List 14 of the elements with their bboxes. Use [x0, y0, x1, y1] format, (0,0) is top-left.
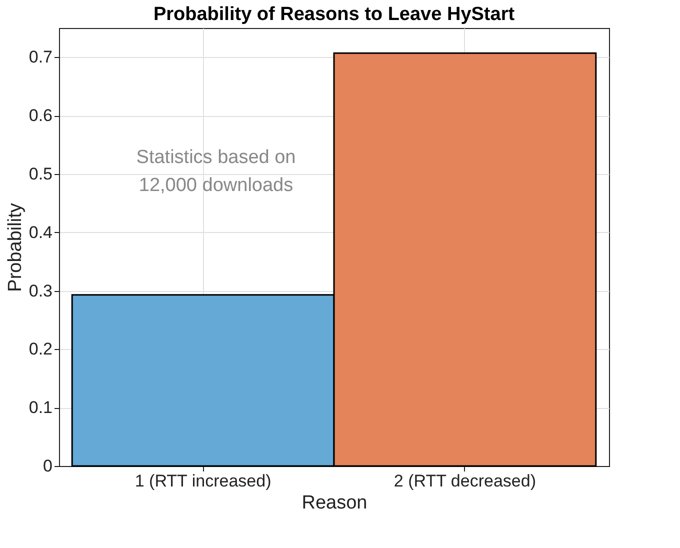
y-tick-label: 0.1	[28, 398, 52, 418]
y-axis-title: Probability	[4, 202, 26, 292]
y-tick-label: 0.5	[28, 164, 52, 184]
y-tick-label: 0.7	[28, 48, 52, 67]
y-tick-label: 0	[43, 456, 52, 476]
y-tick-label: 0.2	[28, 340, 52, 359]
annotation: Statistics based on 12,000 downloads	[136, 147, 296, 196]
x-tick-label: 2 (RTT decreased)	[394, 472, 536, 490]
x-tick-label: 1 (RTT increased)	[134, 472, 272, 490]
x-axis-title: Reason	[302, 492, 368, 514]
chart-title: Probability of Reasons to Leave HyStart	[153, 4, 516, 25]
y-tick-label: 0.6	[28, 106, 52, 126]
y-tick-label: 0.4	[28, 222, 52, 242]
y-tick-label: 0.3	[28, 281, 52, 300]
